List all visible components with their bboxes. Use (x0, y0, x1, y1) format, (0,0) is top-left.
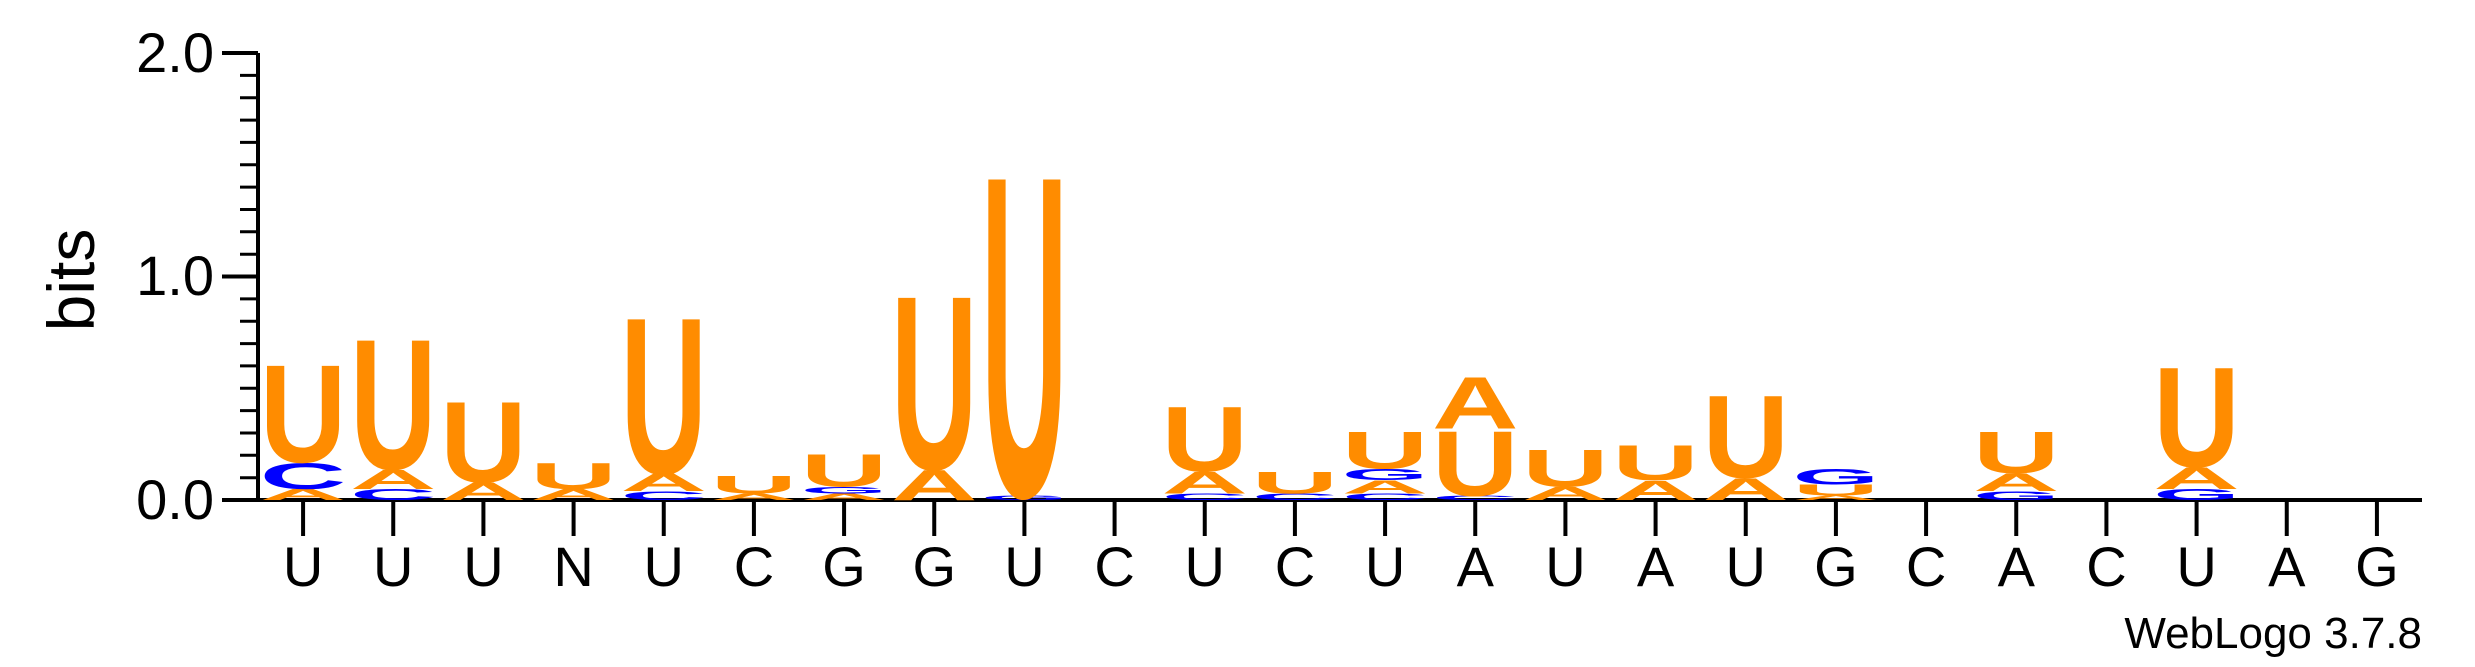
residue-glyph-u: U (711, 471, 798, 499)
x-tick-label: U (373, 535, 413, 598)
residue-glyph-a: A (260, 486, 347, 503)
y-ticks (222, 51, 258, 502)
x-tick-label: U (1545, 535, 1585, 598)
residue-glyph-a: A (530, 486, 617, 503)
residue-glyph-c: C (1161, 492, 1248, 502)
residue-glyph-a: A (1793, 494, 1880, 501)
residue-glyph-u: U (1612, 435, 1699, 490)
x-tick-label: U (283, 535, 323, 598)
residue-glyph-c: C (1432, 494, 1519, 501)
residue-glyph-g: G (1793, 465, 1880, 489)
y-axis-label: bits (34, 229, 108, 332)
residue-glyph-u: U (1793, 482, 1880, 499)
x-tick-label: C (734, 535, 774, 598)
residue-glyph-u: U (891, 245, 978, 523)
x-tick-label: G (822, 535, 866, 598)
residue-glyph-a: A (2153, 461, 2240, 496)
x-tick-label: G (912, 535, 956, 598)
residue-glyph-g: G (1342, 466, 1429, 483)
weblogo-credit: WebLogo 3.7.8 (2124, 609, 2422, 658)
residue-glyph-a: A (1342, 477, 1429, 498)
residue-glyph-a: A (711, 492, 798, 502)
residue-glyph-a: A (350, 464, 437, 495)
residue-glyph-u: U (801, 445, 888, 497)
residue-glyph-g: G (1973, 489, 2060, 503)
x-tick-label: U (1004, 535, 1044, 598)
x-tick-label: U (463, 535, 503, 598)
x-tick-label: U (644, 535, 684, 598)
x-tick-label: C (1094, 535, 1134, 598)
x-tick-label: C (1906, 535, 1946, 598)
x-tick-label: U (1365, 535, 1405, 598)
x-tick-label: G (2355, 535, 2399, 598)
x-tick-label: G (1814, 535, 1858, 598)
residue-glyph-c: C (1252, 492, 1339, 502)
x-tick-label: A (1637, 535, 1675, 598)
x-tick-label: U (1185, 535, 1225, 598)
residue-glyph-c: C (1342, 492, 1429, 502)
residue-glyph-u: U (1702, 372, 1789, 504)
residue-glyph-u: U (1342, 421, 1429, 480)
residue-glyph-c: C (350, 486, 437, 503)
residue-glyph-u: U (260, 335, 347, 492)
residue-glyph-g: G (801, 485, 888, 495)
residue-glyph-a: A (801, 492, 888, 502)
x-tick-label: C (1275, 535, 1315, 598)
residue-glyph-a: A (1522, 483, 1609, 504)
residue-glyph-g: G (2153, 486, 2240, 503)
residue-glyph-c: C (260, 455, 347, 497)
residue-glyph-u: U (1432, 411, 1519, 515)
residue-glyph-u: U (2153, 338, 2240, 497)
x-tick-label: C (2086, 535, 2126, 598)
y-tick-label: 0.0 (136, 468, 214, 531)
residue-glyph-u: U (1973, 420, 2060, 486)
residue-glyph-a: A (1973, 469, 2060, 497)
residue-glyph-g: G (981, 494, 1068, 501)
x-tick-label: N (553, 535, 593, 598)
y-tick-label: 1.0 (136, 244, 214, 307)
residue-glyph-u: U (530, 455, 617, 497)
x-tick-label: A (2268, 535, 2306, 598)
x-tick-label: U (1726, 535, 1766, 598)
x-tick-label: U (2176, 535, 2216, 598)
residue-glyph-u: U (1161, 387, 1248, 491)
residue-glyph-a: A (1161, 465, 1248, 500)
x-ticks (301, 500, 2379, 536)
residue-glyph-u: U (350, 301, 437, 509)
residue-glyph-u: U (440, 378, 527, 506)
x-tick-label: A (1457, 535, 1495, 598)
residue-glyph-u: U (620, 273, 707, 522)
y-tick-label: 2.0 (136, 21, 214, 84)
x-tick-label: A (1998, 535, 2036, 598)
residue-glyph-a: A (1432, 362, 1519, 445)
residue-glyph-u: U (1252, 465, 1339, 500)
residue-glyph-a: A (620, 469, 707, 497)
residue-glyph-c: C (620, 489, 707, 503)
residue-glyph-u: U (1522, 439, 1609, 498)
